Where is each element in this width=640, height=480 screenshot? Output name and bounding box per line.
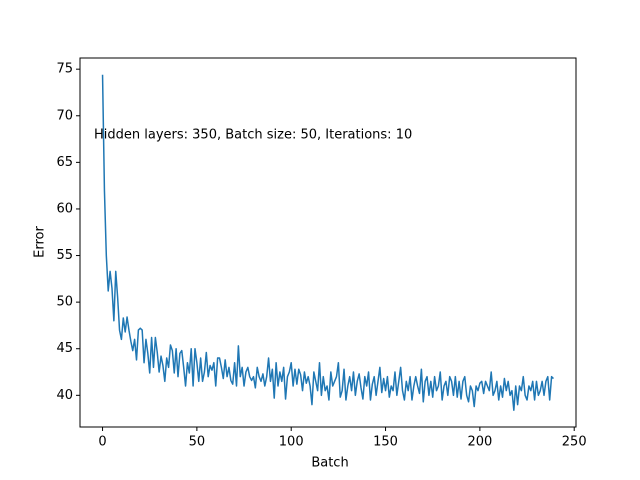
y-tick-label: 75 xyxy=(56,62,73,77)
x-tick-label: 200 xyxy=(467,435,492,450)
data-line xyxy=(101,74,554,411)
x-tick-label: 50 xyxy=(189,435,206,450)
y-axis-label: Error xyxy=(33,226,48,258)
x-tick-label: 100 xyxy=(279,435,304,450)
y-tick-label: 50 xyxy=(56,295,73,310)
y-tick-label: 70 xyxy=(56,108,73,123)
x-tick-label: 0 xyxy=(98,435,106,450)
x-tick-label: 150 xyxy=(373,435,398,450)
y-tick-label: 45 xyxy=(56,341,73,356)
y-tick-label: 55 xyxy=(56,248,73,263)
y-tick-label: 40 xyxy=(56,388,73,403)
y-tick-label: 65 xyxy=(56,155,73,170)
x-axis-label: Batch xyxy=(311,456,348,471)
annotation: Hidden layers: 350, Batch size: 50, Iter… xyxy=(94,128,412,143)
x-tick-label: 250 xyxy=(562,435,587,450)
plot-frame xyxy=(79,57,577,428)
y-tick-label: 60 xyxy=(56,201,73,216)
